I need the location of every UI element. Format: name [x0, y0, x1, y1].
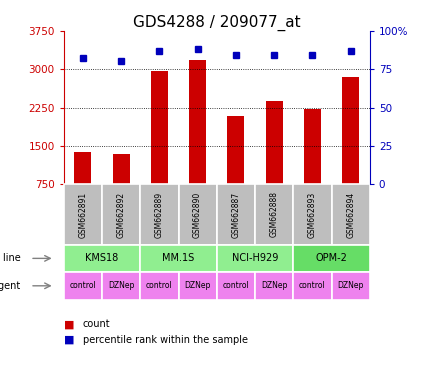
Bar — [293, 245, 370, 272]
Bar — [332, 184, 370, 245]
Bar — [255, 184, 293, 245]
Text: DZNep: DZNep — [108, 281, 134, 290]
Bar — [189, 60, 206, 184]
Text: DZNep: DZNep — [184, 281, 211, 290]
Bar — [140, 245, 217, 272]
Text: GSM662888: GSM662888 — [269, 192, 279, 237]
Text: KMS18: KMS18 — [85, 253, 119, 263]
Bar — [304, 109, 321, 184]
Bar — [102, 272, 140, 300]
Bar — [64, 272, 102, 300]
Bar — [102, 184, 140, 245]
Text: GSM662894: GSM662894 — [346, 191, 355, 238]
Bar — [255, 272, 293, 300]
Bar — [342, 77, 359, 184]
Bar — [74, 152, 91, 184]
Text: DZNep: DZNep — [337, 281, 364, 290]
Bar — [217, 184, 255, 245]
Text: NCI-H929: NCI-H929 — [232, 253, 278, 263]
Bar — [178, 272, 217, 300]
Bar — [140, 184, 178, 245]
Bar — [293, 184, 332, 245]
Bar — [293, 272, 332, 300]
Text: GSM662892: GSM662892 — [116, 192, 126, 238]
Bar — [266, 101, 283, 184]
Bar — [227, 116, 244, 184]
Bar — [178, 184, 217, 245]
Bar — [332, 272, 370, 300]
Text: agent: agent — [0, 281, 21, 291]
Text: control: control — [70, 281, 96, 290]
Bar — [217, 272, 255, 300]
Text: control: control — [223, 281, 249, 290]
Text: percentile rank within the sample: percentile rank within the sample — [83, 335, 248, 345]
Text: OPM-2: OPM-2 — [315, 253, 347, 263]
Text: GSM662891: GSM662891 — [78, 192, 88, 238]
Text: GSM662887: GSM662887 — [231, 192, 241, 238]
Bar — [217, 245, 293, 272]
Text: MM.1S: MM.1S — [162, 253, 195, 263]
Bar — [140, 272, 178, 300]
Bar — [113, 154, 130, 184]
Text: GSM662890: GSM662890 — [193, 191, 202, 238]
Text: DZNep: DZNep — [261, 281, 287, 290]
Bar — [64, 245, 140, 272]
Text: ■: ■ — [64, 335, 78, 345]
Text: cell line: cell line — [0, 253, 21, 263]
Text: control: control — [146, 281, 173, 290]
Text: count: count — [83, 319, 110, 329]
Text: ■: ■ — [64, 319, 78, 329]
Text: GSM662893: GSM662893 — [308, 191, 317, 238]
Text: control: control — [299, 281, 326, 290]
Title: GDS4288 / 209077_at: GDS4288 / 209077_at — [133, 15, 300, 31]
Bar — [64, 184, 102, 245]
Bar — [151, 71, 168, 184]
Text: GSM662889: GSM662889 — [155, 192, 164, 238]
